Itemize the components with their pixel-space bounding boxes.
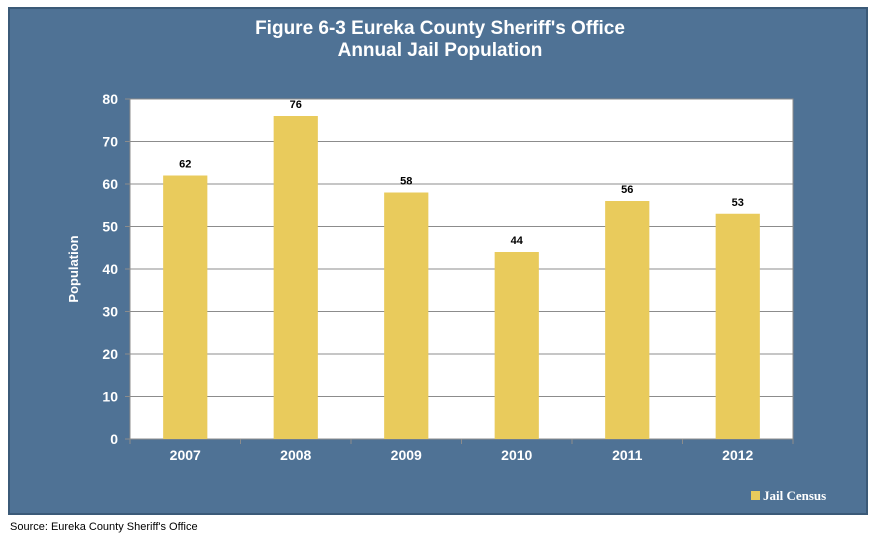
legend-label: Jail Census	[763, 488, 826, 503]
y-tick-label: 30	[102, 304, 118, 320]
x-tick-label: 2011	[612, 447, 643, 463]
bar-value-label: 62	[179, 159, 191, 171]
x-tick-label: 2012	[722, 447, 753, 463]
x-tick-label: 2008	[280, 447, 311, 463]
bar-value-labels: 62 76 58 44 56 53	[179, 99, 744, 247]
chart-title: Figure 6-3 Eureka County Sheriff's Offic…	[255, 18, 625, 39]
bar-2009	[384, 192, 429, 439]
legend-swatch	[751, 491, 760, 500]
source-note: Source: Eureka County Sheriff's Office	[10, 521, 198, 533]
bar-2008	[273, 116, 318, 439]
y-tick-label: 50	[102, 219, 118, 235]
legend: Jail Census	[751, 488, 826, 503]
y-tick-label: 60	[102, 176, 118, 192]
x-tick-label: 2007	[170, 447, 201, 463]
gridlines	[125, 98, 794, 444]
x-tick-label: 2009	[391, 447, 422, 463]
y-tick-label: 70	[102, 134, 118, 150]
x-tick-label: 2010	[501, 447, 532, 463]
bar-value-label: 56	[621, 184, 633, 196]
y-tick-label: 80	[102, 91, 118, 107]
bar-value-label: 44	[511, 235, 524, 247]
bar-2012	[715, 213, 760, 439]
y-tick-label: 0	[110, 431, 118, 447]
bar-2010	[494, 252, 539, 439]
bar-2011	[605, 201, 650, 439]
y-tick-label: 20	[102, 346, 118, 362]
bar-value-label: 76	[290, 99, 302, 111]
bar-value-label: 58	[400, 176, 412, 188]
bars	[163, 116, 760, 439]
y-tick-label: 10	[102, 389, 118, 405]
bar-2007	[163, 175, 208, 439]
y-tick-label: 40	[102, 261, 118, 277]
y-axis-label: Population	[66, 235, 81, 302]
chart-title-block: Figure 6-3 Eureka County Sheriff's Offic…	[8, 18, 872, 62]
bar-value-label: 53	[732, 197, 744, 209]
x-tick-labels: 2007 2008 2009 2010 2011 2012	[170, 447, 754, 463]
y-tick-labels: 0 10 20 30 40 50 60 70 80	[102, 91, 118, 447]
chart-subtitle: Annual Jail Population	[337, 40, 543, 61]
